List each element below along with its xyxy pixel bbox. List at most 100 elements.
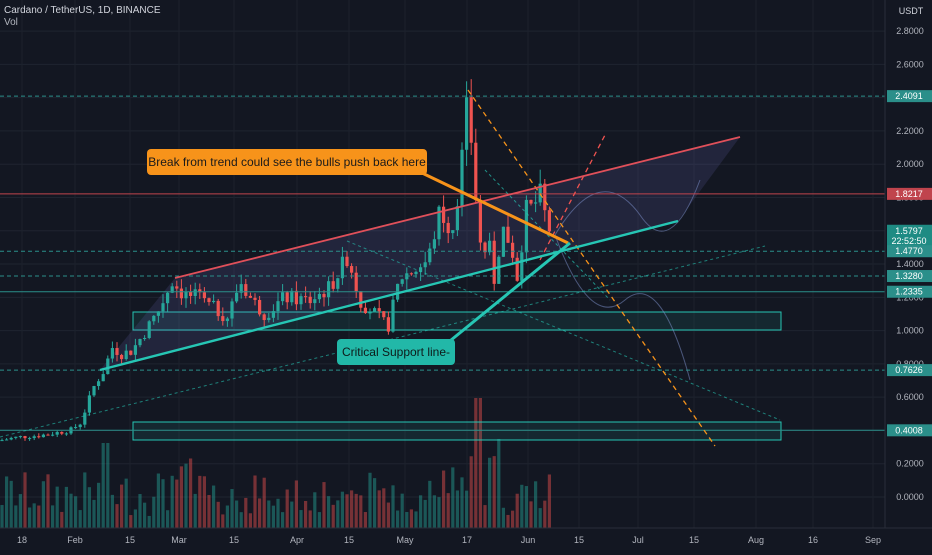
candle-body [83,412,87,425]
candle-body [340,256,344,279]
candle-body [239,284,243,293]
candle-body [317,293,321,300]
candle-body [101,374,105,382]
symbol-title[interactable]: Cardano / TetherUS, 1D, BINANCE [4,5,161,16]
candle-body [483,242,487,253]
volume-bar [271,505,275,528]
volume-bar [497,438,501,528]
candle-body [115,348,119,355]
candle-body [106,358,110,375]
candle-body [460,149,464,207]
support-note-text: Critical Support line- [342,345,450,359]
candle-body [474,142,478,201]
time-tick-label: 15 [574,535,584,545]
volume-bar [267,500,271,528]
candle-body [37,436,41,438]
time-tick-label: May [396,535,414,545]
volume-bar [501,507,505,528]
volume-bar [331,504,335,528]
time-tick-label: Jul [632,535,644,545]
volume-bar [520,484,524,528]
downtrend-dashed [346,240,781,421]
candle-body [184,291,188,299]
volume-bar [235,500,239,528]
volume-bar [290,501,294,528]
candle-body [51,434,55,436]
candle-body [179,288,183,299]
volume-bar [386,502,390,528]
volume-bar [248,513,252,528]
price-badge-label: 1.2335 [895,287,923,297]
trend-lines [0,89,885,447]
candle-body [41,434,45,438]
candle-body [161,303,165,312]
vol-label[interactable]: Vol [4,17,18,28]
volume-bar [474,398,478,528]
price-tick-label: 2.2000 [896,126,924,136]
candle-body [202,292,206,299]
time-axis[interactable]: 18 Feb 15 Mar 15 Apr 15 May 17 Jun 15 Jul 15 Aug 16 Sep [0,527,932,545]
volume-bar [92,499,96,528]
candle-body [391,299,395,332]
volume-bar [515,493,519,528]
bull-note-box[interactable] [147,149,427,175]
candle-body [285,292,289,303]
volume-bar [212,485,216,528]
volume-bar [414,511,418,528]
volume-bar [124,478,128,528]
volume-bar [446,493,450,528]
volume-bar [28,507,32,528]
teal-dashed-short [484,169,611,301]
candle-body [55,432,59,435]
volume-bar [161,479,165,528]
volume-bar [23,472,27,528]
price-badge-label: 0.7626 [895,365,923,375]
candle-body [92,386,96,396]
volume-bar [74,496,78,528]
volume-bar [336,500,340,528]
candle-body [478,200,482,243]
time-tick-label: Sep [865,535,881,545]
candle-body [543,183,547,211]
candle-body [170,286,174,293]
candle-body [331,281,335,289]
volume-bar [285,489,289,528]
volume-bar [64,486,68,528]
candle-body [419,267,423,272]
volume-bar [451,467,455,528]
volume-bar [465,490,469,528]
volume-bar [294,480,298,528]
candle-body [18,436,22,438]
candle-body [198,289,202,293]
candle-body [129,350,133,355]
volume-bar [253,475,257,528]
candle-body [497,256,501,284]
price-tick-label: 0.2000 [896,459,924,469]
time-tick-label: 15 [344,535,354,545]
volume-bar [189,458,193,528]
candle-body [515,257,519,281]
volume-bar [405,511,409,528]
volume-bar [350,490,354,528]
volume-bar [170,475,174,528]
price-badge-label: 1.5797 [895,226,923,236]
volume-bar [304,500,308,528]
volume-bar [143,502,147,528]
candle-body [0,440,4,442]
candle-body [446,222,450,234]
red-dashed-up [539,134,606,261]
volume-bar [377,490,381,528]
candle-body [28,438,32,440]
candle-body [74,427,78,429]
volume-bar [423,499,427,528]
price-badge-label: 1.4770 [895,246,923,256]
candle-body [368,312,372,314]
support-note-box[interactable] [337,339,455,365]
candle-body [193,289,197,296]
candle-body [432,239,436,249]
volume-bar [106,443,110,528]
candle-body [235,292,239,302]
candle-body [230,301,234,319]
main-support-line [99,219,679,372]
